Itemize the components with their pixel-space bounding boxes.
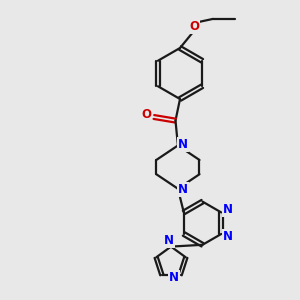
Text: N: N <box>178 183 188 196</box>
Text: N: N <box>164 234 174 247</box>
Text: N: N <box>223 230 233 243</box>
Text: N: N <box>169 271 178 284</box>
Text: N: N <box>178 138 188 152</box>
Text: O: O <box>189 20 200 34</box>
Text: N: N <box>223 203 233 217</box>
Text: O: O <box>141 108 152 121</box>
